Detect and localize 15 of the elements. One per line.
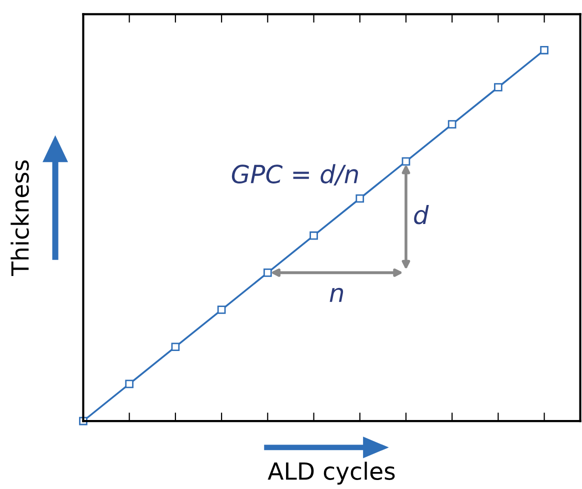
annotation: GPC = d/n	[232, 164, 358, 186]
point	[448, 120, 456, 128]
x-axis-title: ALD cycles	[268, 462, 395, 485]
point	[356, 194, 364, 203]
point	[494, 83, 502, 92]
point	[171, 342, 180, 352]
annotation: d	[414, 204, 429, 224]
point	[310, 231, 318, 240]
point	[217, 306, 226, 314]
point	[263, 268, 272, 277]
annotation: n	[330, 288, 344, 302]
point	[125, 380, 134, 388]
y-axis-title: Thickness	[10, 160, 29, 276]
point	[540, 46, 548, 54]
point	[402, 157, 410, 166]
